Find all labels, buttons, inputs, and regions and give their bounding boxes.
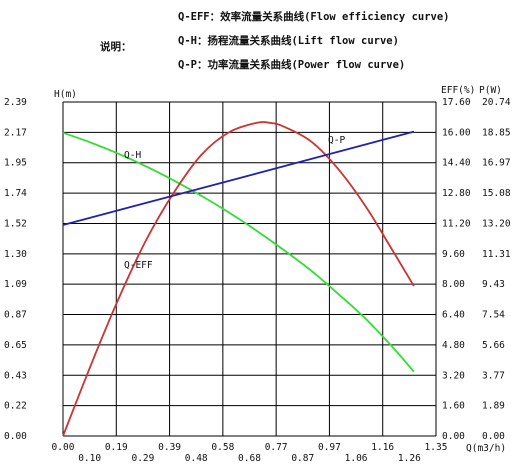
grid [62,101,437,437]
y-axis-label-power: P(W) [479,85,502,96]
y-tick-label-eff: 1.60 [442,401,465,412]
y-tick-label-eff: 4.80 [442,340,465,351]
x-tick-label-minor: 0.48 [185,453,208,464]
x-axis-label: Q(m3/h) [466,443,506,454]
x-tick-label: 0.00 [52,442,75,453]
x-tick-label-minor: 0.87 [291,453,314,464]
y-tick-label-eff: 0.00 [442,431,465,442]
y-axis-label-h: H(m) [54,89,77,100]
x-tick-label-minor: 0.29 [131,453,154,464]
x-tick-label: 0.19 [105,442,128,453]
x-tick-label: 1.16 [371,442,394,453]
x-tick-label-minor: 1.26 [398,453,421,464]
y-tick-label-eff: 11.20 [442,218,471,229]
y-tick-label-h: 1.09 [4,279,27,290]
y-tick-label-eff: 12.80 [442,188,471,199]
x-tick-label-minor: 0.10 [78,453,101,464]
legend-item-q-eff: Q-EFF：效率流量关系曲线(Flow efficiency curve) [178,10,450,23]
ticks: 2.39 2.17 1.95 1.74 1.52 1.30 1.09 0.87 0.65 0.43… [4,97,511,464]
curves [62,121,415,437]
curve-label-q-p: Q-P [328,135,345,146]
y-tick-label-power: 0.00 [482,431,505,442]
y-tick-label-power: 20.74 [482,97,511,108]
x-tick-label: 0.77 [265,442,288,453]
x-tick-label: 1.35 [425,442,448,453]
legend: 说明： Q-EFF：效率流量关系曲线(Flow efficiency curve… [100,10,450,71]
y-tick-label-eff: 8.00 [442,279,465,290]
curve-label-q-eff: Q-EFF [124,260,153,271]
y-axis-label-eff: EFF(%) [441,85,475,96]
curve-labels: Q-H Q-EFF Q-P [124,135,345,271]
y-tick-label-h: 0.22 [4,401,27,412]
y-tick-label-eff: 3.20 [442,370,465,381]
legend-item-q-p: Q-P：功率流量关系曲线(Power flow curve) [178,58,405,71]
y-tick-label-power: 1.89 [482,401,505,412]
y-tick-label-eff: 6.40 [442,310,465,321]
x-tick-label: 0.39 [158,442,181,453]
y-tick-label-power: 15.08 [482,188,511,199]
y-tick-label-h: 2.17 [4,127,27,138]
y-tick-label-h: 1.95 [4,158,27,169]
x-tick-label-minor: 1.06 [345,453,368,464]
y-tick-label-h: 0.65 [4,340,27,351]
legend-item-q-h: Q-H：扬程流量关系曲线(Lift flow curve) [178,34,399,47]
y-tick-label-h: 0.00 [4,431,27,442]
x-tick-label-minor: 0.68 [238,453,261,464]
y-tick-label-power: 18.85 [482,127,511,138]
y-tick-label-h: 1.30 [4,249,27,260]
series-line-q-p [62,130,415,226]
series-line-q-eff [62,121,415,437]
y-tick-label-power: 3.77 [482,370,505,381]
y-tick-label-power: 16.97 [482,158,511,169]
y-tick-label-eff: 14.40 [442,158,471,169]
y-tick-label-eff: 17.60 [442,97,471,108]
y-tick-label-power: 11.31 [482,249,511,260]
y-tick-label-power: 5.66 [482,340,505,351]
y-tick-label-power: 7.54 [482,310,505,321]
legend-title: 说明： [100,40,132,53]
y-tick-label-power: 9.43 [482,279,505,290]
y-tick-label-h: 1.74 [4,188,27,199]
y-tick-label-eff: 16.00 [442,127,471,138]
x-tick-label: 0.58 [211,442,234,453]
curve-label-q-h: Q-H [124,150,141,161]
y-tick-label-h: 1.52 [4,218,27,229]
y-tick-label-h: 0.43 [4,370,27,381]
y-tick-label-h: 0.87 [4,310,27,321]
y-tick-label-power: 13.20 [482,218,511,229]
y-tick-label-h: 2.39 [4,97,27,108]
x-tick-label: 0.97 [318,442,341,453]
series-line-q-h [62,131,415,373]
y-tick-label-eff: 9.60 [442,249,465,260]
